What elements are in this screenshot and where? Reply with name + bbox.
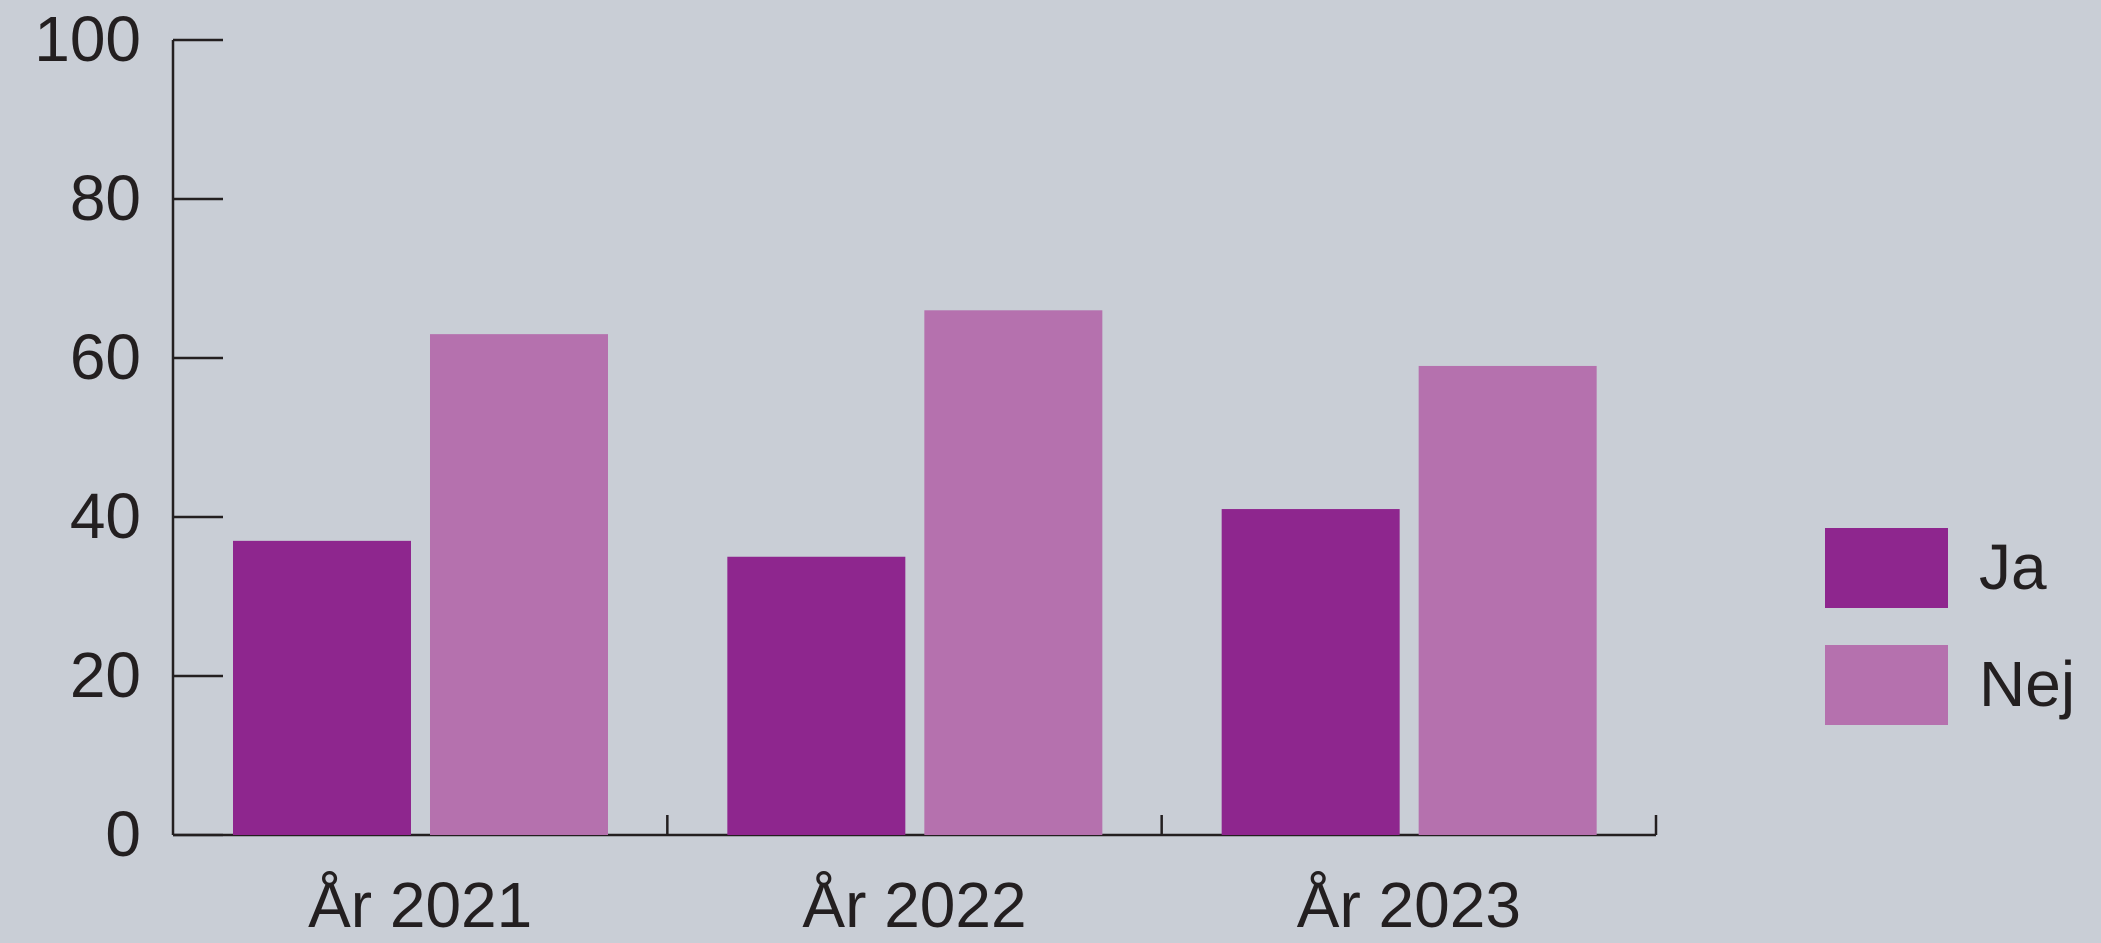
y-tick-label: 40 bbox=[70, 480, 141, 552]
x-tick-label: År 2022 bbox=[802, 869, 1026, 941]
y-tick-label: 80 bbox=[70, 162, 141, 234]
bar bbox=[924, 310, 1103, 835]
bar bbox=[430, 334, 608, 835]
y-tick-label: 20 bbox=[70, 639, 141, 711]
y-tick-label: 100 bbox=[34, 3, 141, 75]
y-tick-label: 60 bbox=[70, 321, 141, 393]
bar bbox=[727, 556, 906, 835]
legend-label: Ja bbox=[1979, 531, 2047, 603]
y-tick-label: 0 bbox=[105, 798, 141, 870]
legend-swatch bbox=[1825, 528, 1948, 608]
bar bbox=[233, 540, 411, 835]
x-tick-label: År 2021 bbox=[308, 869, 532, 941]
bar bbox=[1221, 509, 1400, 835]
bar bbox=[1418, 365, 1597, 835]
legend-label: Nej bbox=[1979, 648, 2075, 720]
x-tick-label: År 2023 bbox=[1297, 869, 1521, 941]
legend-swatch bbox=[1825, 645, 1948, 725]
